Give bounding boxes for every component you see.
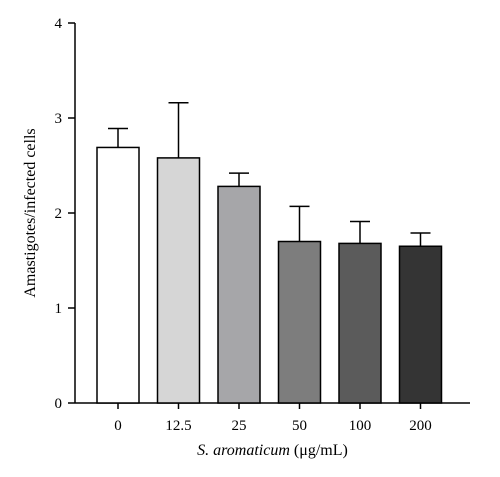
x-tick-label: 100 [349,418,372,434]
y-tick-label: 4 [55,16,63,32]
bar [96,146,140,404]
x-tick-label: 12.5 [165,418,191,434]
x-ticks: 0 12.5 25 50 100 200 [114,403,432,434]
bar [217,185,261,404]
x-axis-title-units: (μg/mL) [290,442,348,459]
x-tick-label: 0 [114,418,122,434]
bar [277,240,322,404]
x-axis-title-italic: S. aromaticum [197,442,290,459]
y-tick-label: 0 [55,396,63,412]
x-tick-label: 50 [292,418,307,434]
y-tick-label: 2 [55,206,63,222]
bar [156,157,201,404]
y-axis-title: Amastigotes/infected cells [22,128,39,297]
y-tick-label: 3 [55,111,63,127]
x-tick-label: 200 [409,418,432,434]
x-axis-title: S. aromaticum (μg/mL) [197,442,348,459]
x-tick-label: 25 [232,418,247,434]
bar [338,242,382,404]
bar [398,245,443,404]
bars [96,102,443,404]
y-tick-label: 1 [55,301,63,317]
y-ticks: 0 1 2 3 4 [55,16,75,412]
